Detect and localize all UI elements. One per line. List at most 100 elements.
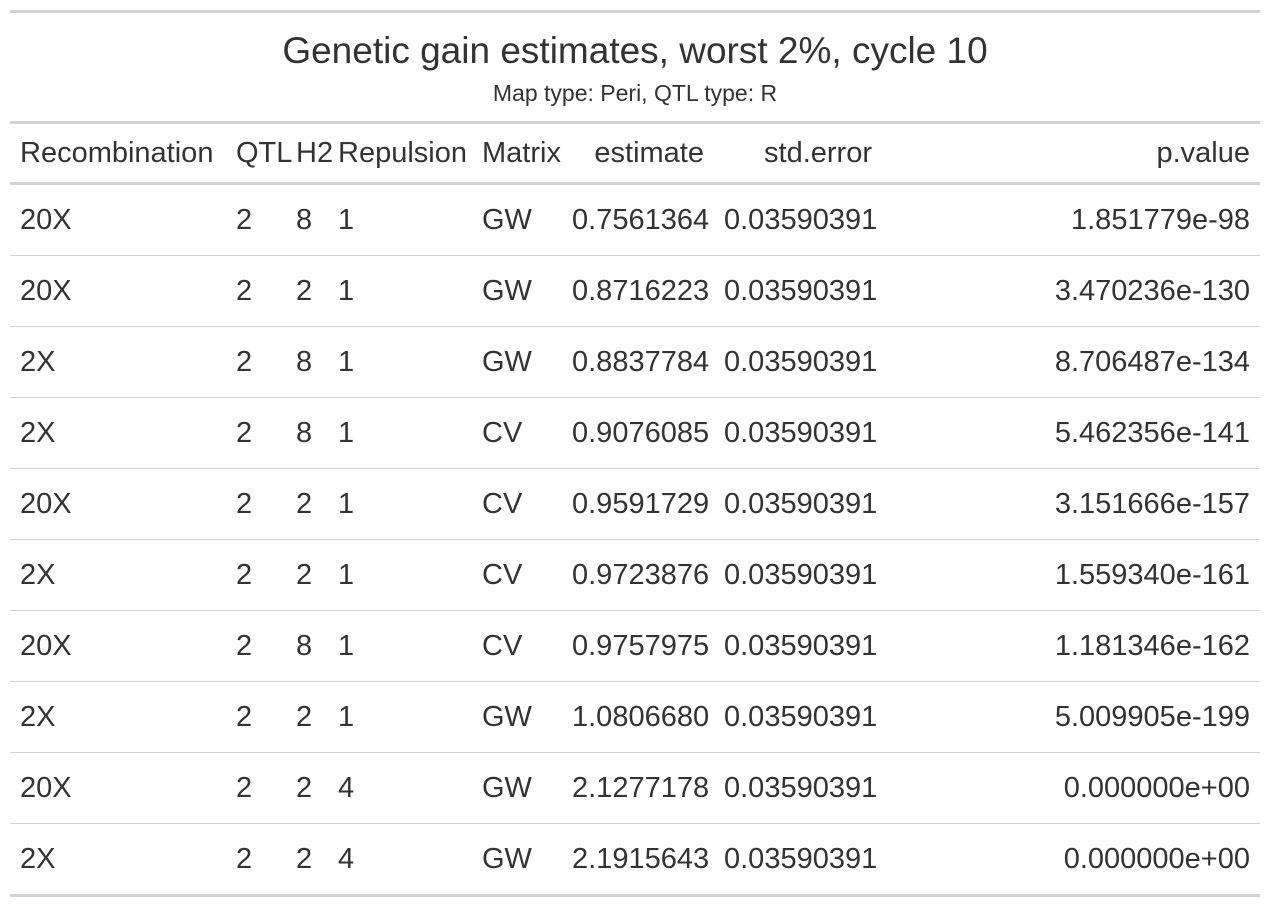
cell-matrix: GW xyxy=(472,326,562,398)
cell-qtl: 2 xyxy=(226,183,286,256)
cell-std-error: 0.03590391 xyxy=(714,255,882,327)
table-row: 2X 2 2 1 GW 1.0806680 0.03590391 5.009905e-199 xyxy=(10,681,1260,753)
cell-h2: 8 xyxy=(286,610,328,682)
cell-estimate: 2.1277178 xyxy=(562,752,714,824)
table-row: 20X 2 8 1 GW 0.7561364 0.03590391 1.851779e-98 xyxy=(10,183,1260,256)
cell-h2: 2 xyxy=(286,539,328,611)
column-header-repulsion: Repulsion xyxy=(328,121,472,185)
cell-std-error: 0.03590391 xyxy=(714,397,882,469)
table-row: 20X 2 2 1 CV 0.9591729 0.03590391 3.151666e-157 xyxy=(10,468,1260,540)
cell-std-error: 0.03590391 xyxy=(714,823,882,897)
cell-repulsion: 1 xyxy=(328,255,472,327)
cell-p-value: 3.470236e-130 xyxy=(882,255,1260,327)
table-body: 20X 2 8 1 GW 0.7561364 0.03590391 1.851779e-98 2… xyxy=(10,183,1260,897)
cell-qtl: 2 xyxy=(226,326,286,398)
cell-recombination: 2X xyxy=(10,326,226,398)
cell-matrix: CV xyxy=(472,610,562,682)
cell-std-error: 0.03590391 xyxy=(714,326,882,398)
table-row: 2X 2 8 1 CV 0.9076085 0.03590391 5.462356e-141 xyxy=(10,397,1260,469)
cell-repulsion: 1 xyxy=(328,468,472,540)
cell-qtl: 2 xyxy=(226,610,286,682)
cell-qtl: 2 xyxy=(226,255,286,327)
cell-h2: 8 xyxy=(286,183,328,256)
column-header-p-value: p.value xyxy=(882,121,1260,185)
table-subtitle: Map type: Peri, QTL type: R xyxy=(492,80,778,106)
cell-repulsion: 4 xyxy=(328,823,472,897)
cell-p-value: 3.151666e-157 xyxy=(882,468,1260,540)
cell-matrix: GW xyxy=(472,752,562,824)
cell-qtl: 2 xyxy=(226,752,286,824)
cell-std-error: 0.03590391 xyxy=(714,681,882,753)
cell-std-error: 0.03590391 xyxy=(714,468,882,540)
cell-h2: 2 xyxy=(286,681,328,753)
cell-estimate: 0.7561364 xyxy=(562,183,714,256)
column-header-matrix: Matrix xyxy=(472,121,562,185)
cell-matrix: CV xyxy=(472,539,562,611)
cell-repulsion: 1 xyxy=(328,183,472,256)
cell-h2: 2 xyxy=(286,752,328,824)
cell-qtl: 2 xyxy=(226,539,286,611)
results-table-container: Genetic gain estimates, worst 2%, cycle … xyxy=(10,10,1260,897)
table-row: 20X 2 2 1 GW 0.8716223 0.03590391 3.470236e-130 xyxy=(10,255,1260,327)
cell-repulsion: 1 xyxy=(328,539,472,611)
cell-recombination: 2X xyxy=(10,681,226,753)
cell-recombination: 20X xyxy=(10,255,226,327)
table-row: 2X 2 8 1 GW 0.8837784 0.03590391 8.706487e-134 xyxy=(10,326,1260,398)
cell-p-value: 5.009905e-199 xyxy=(882,681,1260,753)
cell-p-value: 0.000000e+00 xyxy=(882,823,1260,897)
cell-matrix: GW xyxy=(472,823,562,897)
cell-recombination: 2X xyxy=(10,539,226,611)
cell-repulsion: 1 xyxy=(328,397,472,469)
cell-p-value: 1.559340e-161 xyxy=(882,539,1260,611)
table-row: 2X 2 2 4 GW 2.1915643 0.03590391 0.000000e+00 xyxy=(10,823,1260,897)
table-row: 20X 2 8 1 CV 0.9757975 0.03590391 1.181346e-162 xyxy=(10,610,1260,682)
column-header-recombination: Recombination xyxy=(10,121,226,185)
table-top-rule xyxy=(10,10,1260,13)
column-header-std-error: std.error xyxy=(714,121,882,185)
cell-estimate: 0.8716223 xyxy=(562,255,714,327)
cell-matrix: CV xyxy=(472,468,562,540)
cell-std-error: 0.03590391 xyxy=(714,610,882,682)
cell-repulsion: 4 xyxy=(328,752,472,824)
cell-qtl: 2 xyxy=(226,823,286,897)
table-row: 2X 2 2 1 CV 0.9723876 0.03590391 1.559340e-161 xyxy=(10,539,1260,611)
cell-std-error: 0.03590391 xyxy=(714,183,882,256)
cell-h2: 2 xyxy=(286,255,328,327)
cell-recombination: 2X xyxy=(10,397,226,469)
cell-std-error: 0.03590391 xyxy=(714,539,882,611)
cell-p-value: 5.462356e-141 xyxy=(882,397,1260,469)
column-header-qtl: QTL xyxy=(226,121,292,185)
cell-matrix: GW xyxy=(472,681,562,753)
cell-h2: 2 xyxy=(286,823,328,897)
cell-recombination: 20X xyxy=(10,468,226,540)
cell-repulsion: 1 xyxy=(328,610,472,682)
cell-recombination: 20X xyxy=(10,752,226,824)
cell-estimate: 0.9076085 xyxy=(562,397,714,469)
column-header-h2: H2 xyxy=(286,121,333,185)
table-row: 20X 2 2 4 GW 2.1277178 0.03590391 0.000000e+00 xyxy=(10,752,1260,824)
cell-matrix: CV xyxy=(472,397,562,469)
cell-estimate: 0.9757975 xyxy=(562,610,714,682)
cell-std-error: 0.03590391 xyxy=(714,752,882,824)
cell-recombination: 20X xyxy=(10,183,226,256)
cell-estimate: 0.9723876 xyxy=(562,539,714,611)
cell-h2: 2 xyxy=(286,468,328,540)
cell-h2: 8 xyxy=(286,326,328,398)
cell-h2: 8 xyxy=(286,397,328,469)
cell-matrix: GW xyxy=(472,255,562,327)
cell-estimate: 0.8837784 xyxy=(562,326,714,398)
cell-recombination: 20X xyxy=(10,610,226,682)
cell-p-value: 1.181346e-162 xyxy=(882,610,1260,682)
cell-estimate: 0.9591729 xyxy=(562,468,714,540)
cell-qtl: 2 xyxy=(226,397,286,469)
cell-repulsion: 1 xyxy=(328,326,472,398)
cell-estimate: 1.0806680 xyxy=(562,681,714,753)
column-header-estimate: estimate xyxy=(562,121,714,185)
table-title: Genetic gain estimates, worst 2%, cycle … xyxy=(282,30,988,71)
cell-qtl: 2 xyxy=(226,681,286,753)
cell-repulsion: 1 xyxy=(328,681,472,753)
table-header-row: Recombination QTL H2 Repulsion Matrix es… xyxy=(10,121,1260,185)
cell-recombination: 2X xyxy=(10,823,226,897)
cell-estimate: 2.1915643 xyxy=(562,823,714,897)
cell-p-value: 8.706487e-134 xyxy=(882,326,1260,398)
